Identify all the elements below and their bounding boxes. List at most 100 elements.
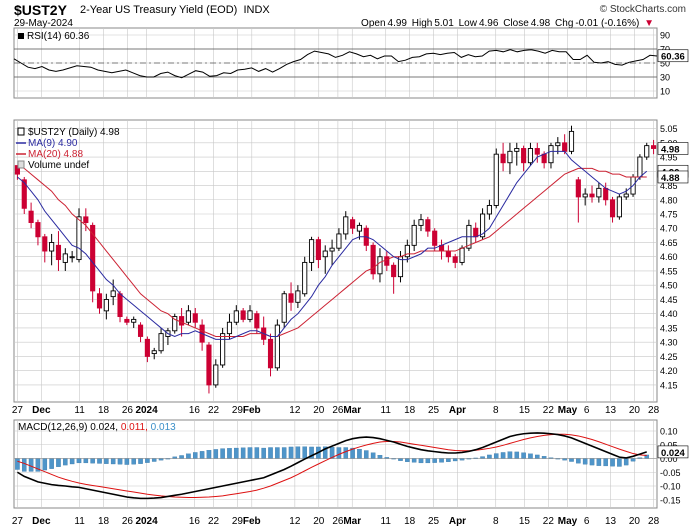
- macd-histogram-bar: [63, 458, 68, 466]
- price-x-label: 20: [313, 405, 325, 416]
- price-x-label: 11: [381, 405, 392, 416]
- candle: [281, 290, 287, 328]
- candle-body: [274, 324, 280, 369]
- price-x-label: Dec: [32, 405, 51, 416]
- candle-body: [370, 244, 376, 275]
- macd-x-label: 20: [629, 516, 641, 527]
- candle-body: [206, 344, 212, 386]
- candle-body: [14, 165, 20, 175]
- macd-histogram-bar: [124, 458, 130, 465]
- candle-body: [21, 179, 27, 209]
- macd-x-label: 26: [332, 516, 344, 527]
- macd-tick-label: -0.10: [660, 482, 681, 492]
- macd-histogram-bar: [589, 458, 595, 466]
- macd-histogram-bar: [295, 446, 301, 459]
- logo-text: © StockCharts.com: [599, 4, 686, 15]
- price-x-label: 22: [208, 405, 220, 416]
- macd-histogram-bar: [234, 447, 239, 459]
- candle-body: [213, 364, 219, 386]
- candle-body: [609, 199, 616, 218]
- candle: [302, 256, 308, 297]
- candle: [514, 142, 520, 166]
- macd-histogram-bar: [110, 458, 116, 465]
- candle-body: [404, 244, 410, 258]
- candle: [110, 279, 116, 306]
- macd-tick-label: 0.10: [660, 427, 678, 437]
- candle-body: [473, 227, 479, 238]
- macd-histogram-bar: [343, 447, 349, 459]
- candle: [62, 248, 68, 271]
- candle: [158, 327, 164, 354]
- candle-body: [288, 293, 294, 303]
- macd-histogram-bar: [398, 458, 403, 461]
- macd-x-label: 11: [381, 516, 392, 527]
- macd-tick-label: -0.05: [660, 468, 681, 478]
- candle: [124, 316, 130, 326]
- candle-body: [548, 145, 554, 164]
- candle-body: [329, 247, 335, 252]
- price-tick-label: 4.15: [660, 380, 678, 390]
- macd-value-tag: 0.024: [657, 445, 689, 459]
- macd-tick-label: -0.15: [660, 495, 681, 505]
- candle: [151, 347, 157, 360]
- candle-body: [514, 148, 520, 152]
- candle-body: [158, 333, 164, 352]
- price-x-label: 20: [629, 405, 641, 416]
- candle: [473, 222, 479, 243]
- macd-histogram-bar: [596, 458, 602, 466]
- candle: [247, 305, 253, 323]
- macd-histogram-bar: [151, 458, 157, 462]
- candle: [254, 310, 260, 334]
- candle-body: [69, 256, 75, 259]
- candle-body: [117, 293, 123, 317]
- rsi-tick-label: 10: [660, 87, 670, 97]
- candle: [623, 188, 629, 200]
- candle-body: [568, 130, 575, 152]
- macd-histogram-bar: [452, 458, 458, 462]
- candle: [486, 199, 492, 220]
- candle-body: [151, 350, 157, 355]
- candle-body: [562, 142, 568, 152]
- candle-body: [589, 193, 595, 198]
- price-x-label: Mar: [343, 405, 361, 416]
- rsi-legend: RSI(14) 60.36: [27, 31, 90, 42]
- candle-body: [42, 236, 48, 252]
- price-tick-label: 4.45: [660, 295, 678, 305]
- candle-body: [432, 230, 438, 246]
- candle-body: [356, 224, 363, 232]
- macd-legend-histogram: 0.013: [151, 422, 176, 433]
- candle: [609, 196, 616, 223]
- price-x-label: Feb: [243, 405, 261, 416]
- candle-body: [377, 256, 383, 275]
- candle-body: [55, 244, 62, 261]
- price-panel-frame: [13, 119, 658, 403]
- exchange-text: INDX: [243, 4, 270, 16]
- candle-body: [521, 148, 527, 164]
- candle: [28, 202, 34, 229]
- macd-histogram-bar: [439, 458, 444, 463]
- volume-legend: Volume undef: [28, 160, 89, 171]
- close-value: 4.98: [530, 18, 551, 29]
- macd-x-label: 2024: [135, 516, 158, 527]
- price-tick-label: 4.85: [660, 181, 678, 191]
- candle: [103, 293, 109, 320]
- open-label: Open: [361, 18, 386, 29]
- candle: [527, 142, 534, 166]
- symbol-description: 2-Year US Treasury Yield (EOD) INDX: [80, 4, 270, 16]
- macd-histogram-bar: [521, 452, 526, 459]
- price-x-label: 26: [332, 405, 344, 416]
- candle: [96, 288, 103, 314]
- macd-histogram-bar: [21, 458, 27, 472]
- macd-histogram-bar: [425, 458, 431, 464]
- macd-histogram-bar: [281, 447, 287, 459]
- price-x-label: 18: [404, 405, 416, 416]
- macd-histogram-bar: [514, 451, 520, 459]
- macd-histogram-bar: [302, 446, 307, 459]
- macd-histogram-bar: [83, 458, 89, 464]
- down-arrow-icon: ▼: [644, 18, 654, 29]
- price-x-label: 13: [605, 405, 617, 416]
- rsi-tick-label: 50: [660, 59, 670, 69]
- candle-body: [336, 233, 342, 249]
- ma9-legend: MA(9) 4.90: [28, 138, 78, 149]
- price-tick-label: 4.75: [660, 210, 678, 220]
